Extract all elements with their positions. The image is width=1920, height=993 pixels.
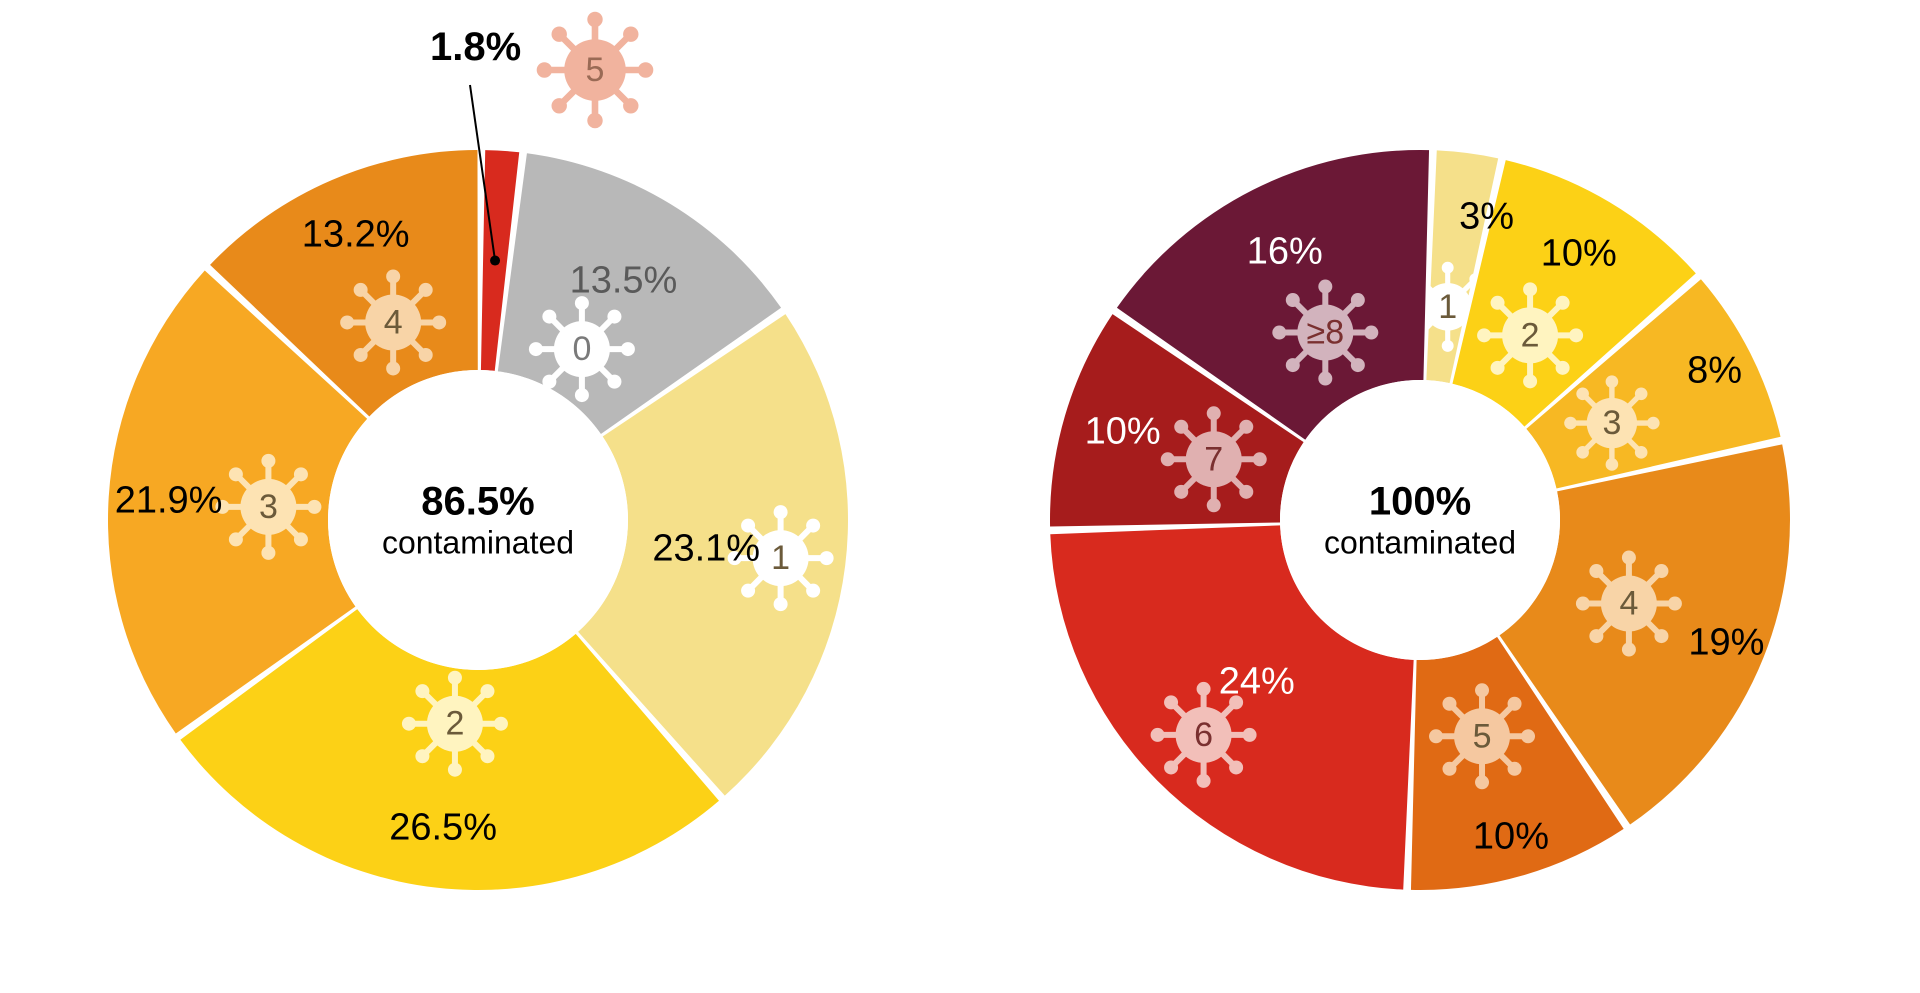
chart_right-label-2: 10% [1541, 232, 1617, 275]
chart_right-virus-icon-4: 4 [1576, 551, 1682, 657]
chart_left-label-0: 13.5% [570, 259, 678, 302]
svg-text:4: 4 [384, 303, 403, 341]
chart_left-callout-virus-icon: 5 [537, 12, 654, 129]
chart_left-callout-label: 1.8% [430, 25, 521, 70]
svg-text:1: 1 [1438, 288, 1457, 326]
chart_right-label-4: 19% [1688, 621, 1764, 664]
chart_right-virus-icon-≥8: ≥8 [1272, 280, 1378, 386]
chart_left-label-3: 21.9% [115, 479, 223, 522]
chart_right-label-6: 24% [1219, 661, 1295, 704]
chart_right-center-label: 100%contaminated [1324, 479, 1516, 562]
chart_right-virus-icon-2: 2 [1477, 282, 1583, 388]
chart_right-label-5: 10% [1473, 816, 1549, 859]
chart_right-center-word: contaminated [1324, 525, 1516, 562]
svg-text:0: 0 [572, 330, 591, 368]
svg-text:6: 6 [1194, 716, 1213, 754]
svg-text:1: 1 [771, 539, 790, 577]
chart_left-virus-icon-4: 4 [340, 269, 446, 375]
svg-text:5: 5 [1473, 717, 1492, 755]
chart_right-virus-icon-3: 3 [1564, 375, 1659, 470]
svg-text:3: 3 [259, 488, 278, 526]
chart_right-virus-icon-7: 7 [1161, 406, 1267, 512]
svg-text:2: 2 [445, 705, 464, 743]
chart_left-virus-icon-3: 3 [215, 454, 321, 560]
chart_left-center-word: contaminated [382, 525, 574, 562]
svg-text:3: 3 [1602, 404, 1621, 442]
chart_right-virus-icon-5: 5 [1429, 683, 1535, 789]
chart_right-label-≥8: 16% [1247, 231, 1323, 274]
chart_left-label-1: 23.1% [652, 527, 760, 570]
chart_right-label-1: 3% [1459, 196, 1514, 239]
chart_right-center-pct: 100% [1324, 479, 1516, 525]
chart_left-center-label: 86.5%contaminated [382, 479, 574, 562]
chart_right-label-7: 10% [1085, 411, 1161, 454]
chart_right-label-3: 8% [1687, 350, 1742, 393]
svg-text:4: 4 [1619, 585, 1638, 623]
svg-text:7: 7 [1204, 440, 1223, 478]
svg-text:5: 5 [586, 51, 605, 89]
chart_left-label-2: 26.5% [389, 807, 497, 850]
svg-text:2: 2 [1521, 316, 1540, 354]
chart_left-label-4: 13.2% [302, 214, 410, 257]
chart_left-callout-dot [490, 256, 500, 266]
chart_left-virus-icon-2: 2 [402, 671, 508, 777]
chart_left-center-pct: 86.5% [382, 479, 574, 525]
svg-text:≥8: ≥8 [1307, 314, 1345, 352]
